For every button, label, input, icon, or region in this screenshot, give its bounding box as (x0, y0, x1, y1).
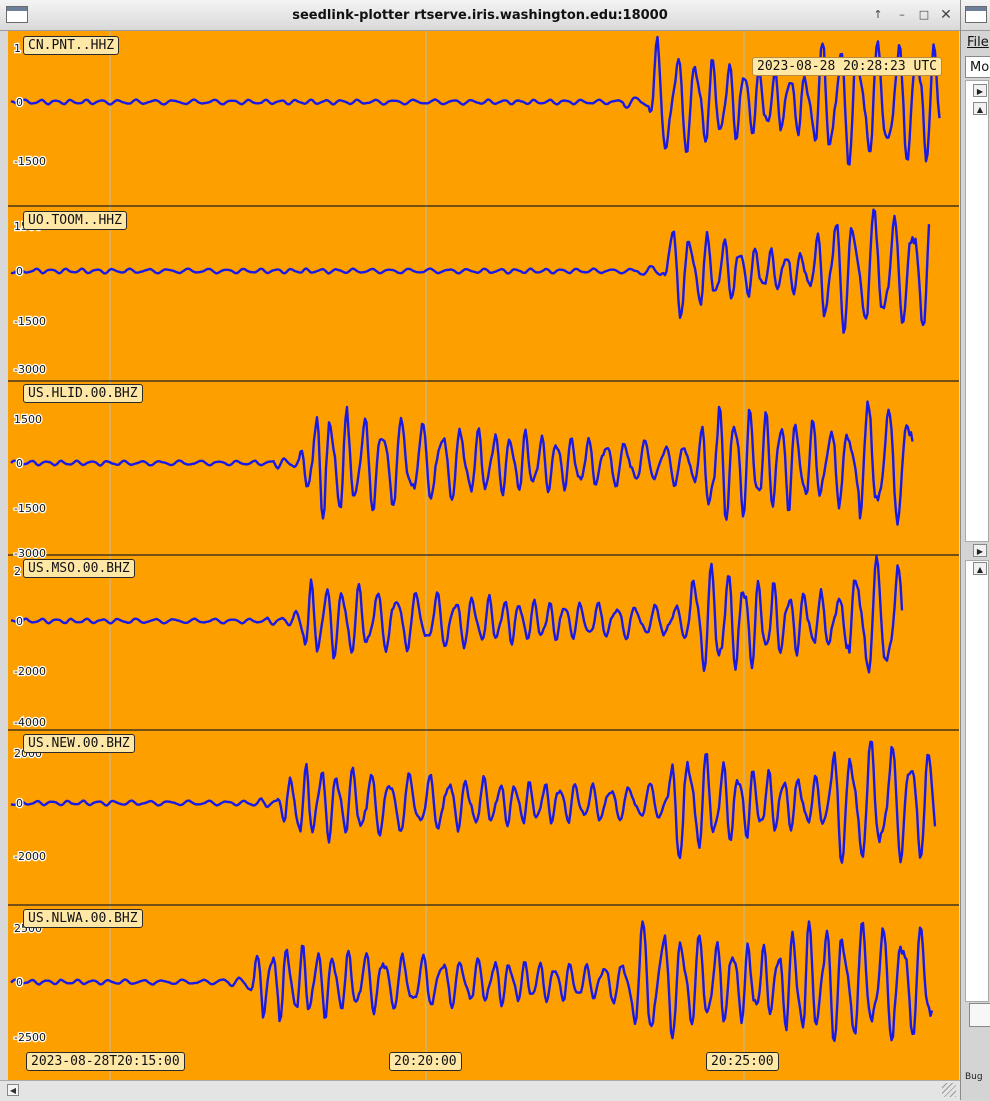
seismogram-trace (10, 208, 931, 334)
time-label-start: 2023-08-28T20:15:00 (26, 1052, 185, 1071)
y-tick-label: 0 (16, 457, 23, 470)
footer-text: Bug (965, 1072, 983, 1082)
time-label-mid: 20:20:00 (389, 1052, 462, 1071)
y-tick-label: -4000 (14, 716, 46, 729)
seismogram-plot: 10-150015000-1500-300015000-1500-300020-… (8, 31, 959, 1080)
scroll-thumb[interactable] (969, 1003, 990, 1027)
trace-label-new: US.NEW.00.BHZ (23, 734, 135, 753)
panel-lower (965, 560, 989, 1002)
y-tick-label: 1500 (14, 413, 42, 426)
y-tick-label: 0 (16, 976, 23, 989)
y-tick-label: -1500 (14, 315, 46, 328)
seismogram-trace (10, 555, 904, 674)
time-label-end: 20:25:00 (706, 1052, 779, 1071)
resize-grip-icon[interactable] (942, 1083, 956, 1097)
scroll-left-icon[interactable]: ◀ (7, 1084, 19, 1096)
y-tick-label: -2500 (14, 1031, 46, 1044)
maximize-button[interactable]: □ (918, 8, 930, 21)
window-titlebar[interactable]: seedlink-plotter rtserve.iris.washington… (0, 0, 960, 31)
shade-button[interactable]: ↑ (873, 8, 883, 21)
seismogram-trace (10, 740, 937, 864)
background-window: File Mo ▶ ▲ ▶ ▲ Bug (960, 0, 990, 1100)
background-window-titlebar[interactable] (961, 0, 990, 31)
window-title: seedlink-plotter rtserve.iris.washington… (292, 8, 668, 23)
y-tick-label: -1500 (14, 155, 46, 168)
y-tick-label: -3000 (14, 547, 46, 560)
trace-label-nlwa: US.NLWA.00.BHZ (23, 909, 143, 928)
y-tick-label: 0 (16, 615, 23, 628)
plot-canvas: 10-150015000-1500-300015000-1500-300020-… (8, 31, 959, 1080)
minimize-button[interactable]: – (899, 8, 905, 21)
y-tick-label: 1 (14, 42, 21, 55)
seismogram-trace (10, 35, 941, 166)
trace-label-pnt: CN.PNT..HHZ (23, 36, 120, 55)
y-tick-label: -2000 (14, 850, 46, 863)
y-tick-label: 2 (14, 565, 21, 578)
mode-field[interactable]: Mo (965, 56, 990, 78)
y-tick-label: -1500 (14, 502, 46, 515)
window-statusbar: ◀ (0, 1080, 960, 1101)
seismogram-trace (10, 920, 934, 1043)
trace-label-mso: US.MSO.00.BHZ (23, 559, 135, 578)
collapse-arrow-icon[interactable]: ▲ (973, 562, 987, 575)
seismogram-trace (10, 400, 914, 526)
y-tick-label: -3000 (14, 363, 46, 376)
window-menu-icon[interactable] (6, 6, 28, 23)
y-tick-label: -2000 (14, 665, 46, 678)
trace-label-hlid: US.HLID.00.BHZ (23, 384, 143, 403)
trace-label-toom: UO.TOOM..HHZ (23, 211, 127, 230)
y-tick-label: 0 (16, 96, 23, 109)
collapse-arrow-icon[interactable]: ▲ (973, 102, 987, 115)
current-time-badge: 2023-08-28 20:28:23 UTC (752, 57, 943, 76)
y-tick-label: 0 (16, 797, 23, 810)
close-button[interactable]: ✕ (940, 7, 952, 23)
panel-upper (965, 80, 989, 542)
window-menu-icon[interactable] (965, 6, 987, 23)
y-tick-label: 0 (16, 265, 23, 278)
expand-arrow-icon[interactable]: ▶ (973, 84, 987, 97)
expand-arrow-icon[interactable]: ▶ (973, 544, 987, 557)
file-menu[interactable]: File (967, 35, 989, 50)
